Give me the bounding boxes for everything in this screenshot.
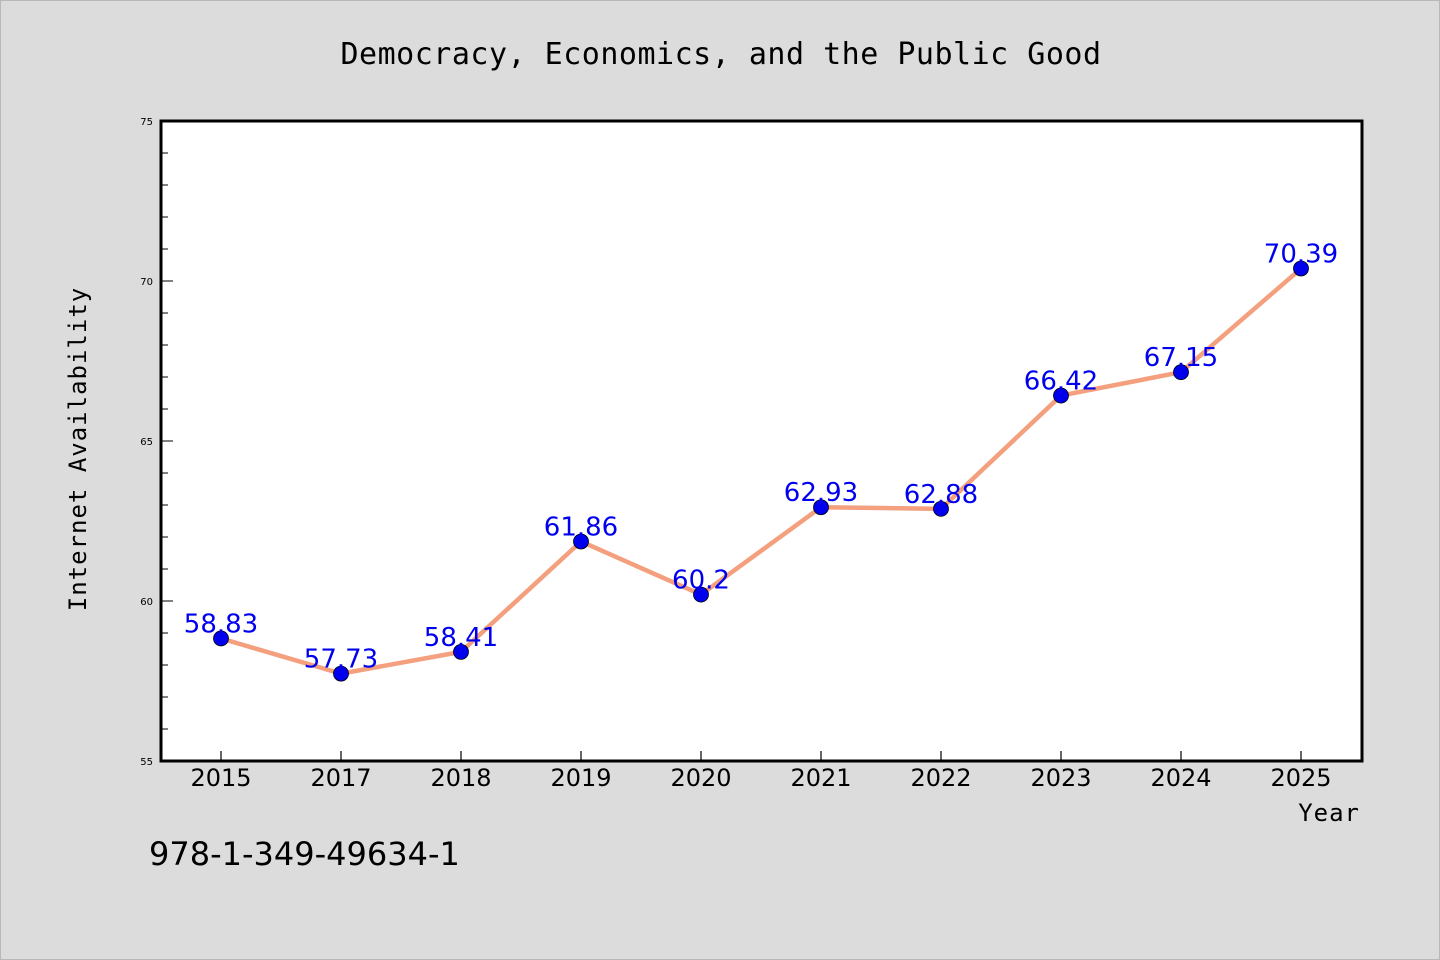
data-point xyxy=(693,586,709,603)
data-label: 66.42 xyxy=(1024,367,1098,397)
x-tick-label: 2017 xyxy=(310,764,371,792)
x-tick-label: 2023 xyxy=(1030,764,1091,792)
x-tick-label: 2020 xyxy=(670,764,731,792)
x-axis-label: Year xyxy=(1298,799,1360,827)
data-label: 67.15 xyxy=(1144,343,1218,373)
data-label: 61.86 xyxy=(544,512,618,542)
x-tick-label: 2021 xyxy=(790,764,851,792)
data-point xyxy=(1053,387,1069,404)
series-line-group xyxy=(213,260,1309,682)
data-label-group: 58.83 57.73 58.41 61.86 60.2 62.93 62.88 66.42 6… xyxy=(184,240,1338,675)
x-tick-label: 2019 xyxy=(550,764,611,792)
x-tick-label: 2025 xyxy=(1270,764,1331,792)
isbn-annotation: 978-1-349-49634-1 xyxy=(149,835,460,873)
data-label: 62.93 xyxy=(784,478,858,508)
y-tick-label: 70 xyxy=(140,277,153,288)
data-label: 60.2 xyxy=(672,566,730,596)
x-tick-label: 2015 xyxy=(190,764,251,792)
data-point xyxy=(213,630,229,647)
y-tick-label: 55 xyxy=(140,757,153,768)
data-point xyxy=(1293,260,1309,277)
data-label: 58.41 xyxy=(424,623,498,653)
x-tick-label: 2022 xyxy=(910,764,971,792)
plot-area xyxy=(159,119,1364,763)
chart-title: Democracy, Economics, and the Public Goo… xyxy=(340,37,1101,72)
data-point xyxy=(1173,364,1189,381)
data-point xyxy=(813,499,829,516)
data-label: 58.83 xyxy=(184,609,258,639)
x-tick-label: 2024 xyxy=(1150,764,1211,792)
data-label: 62.88 xyxy=(904,480,978,510)
data-label: 70.39 xyxy=(1264,240,1338,270)
x-tick-label: 2018 xyxy=(430,764,491,792)
y-tick-label: 65 xyxy=(140,437,153,448)
data-label: 57.73 xyxy=(304,645,378,675)
y-axis: 55 60 65 70 75 xyxy=(140,117,173,768)
data-point xyxy=(573,533,589,550)
y-tick-label: 75 xyxy=(140,117,153,128)
data-point xyxy=(933,500,949,517)
y-axis-label: Internet Availability xyxy=(64,287,92,611)
data-point xyxy=(333,665,349,682)
data-point xyxy=(453,643,469,660)
series-line xyxy=(218,266,1304,676)
x-axis: 2015 2017 2018 2019 2020 2021 2022 2023 2024 2025 xyxy=(190,751,1332,792)
y-tick-label: 60 xyxy=(140,597,153,608)
